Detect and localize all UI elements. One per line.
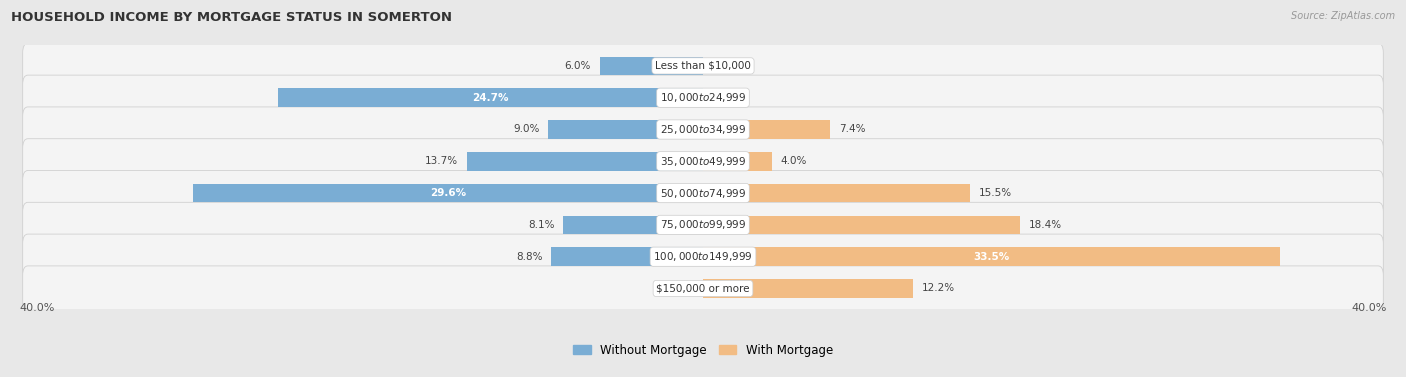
Bar [703,120,831,139]
Text: 4.0%: 4.0% [780,156,807,166]
FancyBboxPatch shape [22,139,1384,184]
Legend: Without Mortgage, With Mortgage: Without Mortgage, With Mortgage [568,339,838,361]
Text: 13.7%: 13.7% [425,156,458,166]
Bar [703,184,970,202]
Text: HOUSEHOLD INCOME BY MORTGAGE STATUS IN SOMERTON: HOUSEHOLD INCOME BY MORTGAGE STATUS IN S… [11,11,453,24]
Text: 6.0%: 6.0% [565,61,591,71]
Text: 29.6%: 29.6% [430,188,467,198]
Text: $10,000 to $24,999: $10,000 to $24,999 [659,91,747,104]
FancyBboxPatch shape [22,234,1384,279]
Bar [703,216,1019,234]
Text: Less than $10,000: Less than $10,000 [655,61,751,71]
FancyBboxPatch shape [22,75,1384,120]
Text: $25,000 to $34,999: $25,000 to $34,999 [659,123,747,136]
Text: 33.5%: 33.5% [973,252,1010,262]
Bar [193,184,703,202]
FancyBboxPatch shape [22,43,1384,89]
FancyBboxPatch shape [22,202,1384,247]
Text: $150,000 or more: $150,000 or more [657,284,749,293]
Text: $50,000 to $74,999: $50,000 to $74,999 [659,187,747,199]
Text: 7.4%: 7.4% [839,124,866,135]
Text: 12.2%: 12.2% [922,284,955,293]
Text: 40.0%: 40.0% [1351,303,1386,313]
Bar [551,247,703,266]
Text: 8.1%: 8.1% [529,220,555,230]
Text: 24.7%: 24.7% [472,93,509,103]
Bar [467,152,703,170]
Text: 18.4%: 18.4% [1029,220,1062,230]
Text: $35,000 to $49,999: $35,000 to $49,999 [659,155,747,168]
Bar [277,89,703,107]
Text: 9.0%: 9.0% [513,124,540,135]
Bar [703,279,912,298]
Text: $75,000 to $99,999: $75,000 to $99,999 [659,218,747,231]
Text: 15.5%: 15.5% [979,188,1012,198]
Text: 8.8%: 8.8% [516,252,543,262]
Bar [548,120,703,139]
FancyBboxPatch shape [22,170,1384,216]
FancyBboxPatch shape [22,266,1384,311]
Bar [703,152,772,170]
Text: Source: ZipAtlas.com: Source: ZipAtlas.com [1291,11,1395,21]
Text: 40.0%: 40.0% [20,303,55,313]
Bar [703,247,1279,266]
Bar [564,216,703,234]
FancyBboxPatch shape [22,107,1384,152]
Bar [599,57,703,75]
Text: $100,000 to $149,999: $100,000 to $149,999 [654,250,752,263]
